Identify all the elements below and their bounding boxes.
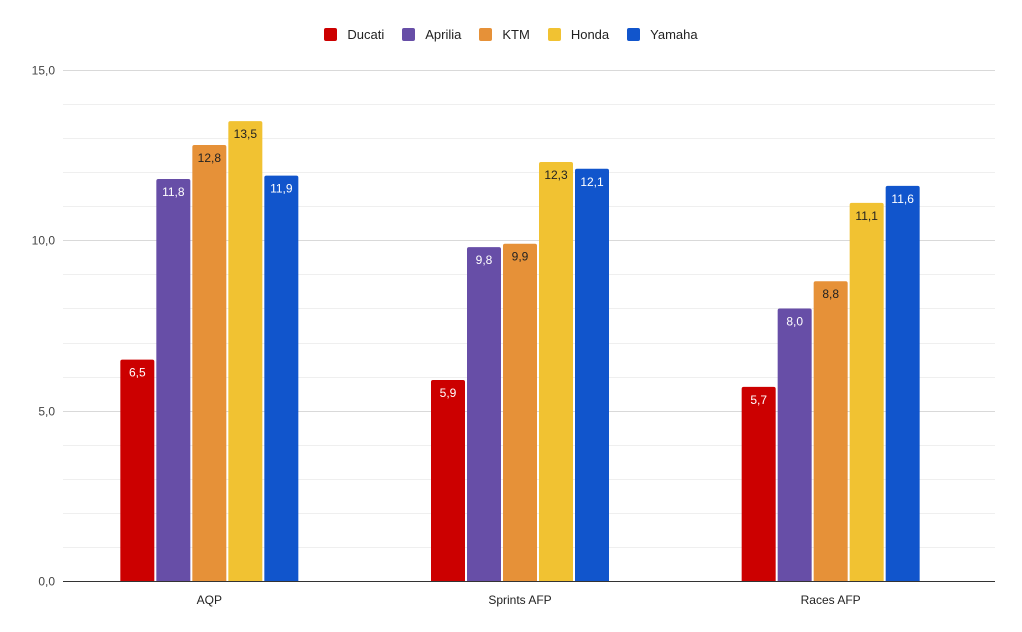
y-tick-label: 15,0: [32, 64, 56, 78]
legend-item-honda[interactable]: Honda: [547, 27, 610, 42]
legend-label: KTM: [502, 27, 530, 42]
bar-honda: [539, 161, 573, 582]
legend-swatch: [479, 28, 493, 41]
bar-ktm: [192, 144, 227, 582]
data-label: 8,0: [786, 314, 803, 328]
data-label: 9,8: [476, 253, 493, 267]
legend-item-ducati[interactable]: Ducati: [324, 27, 384, 42]
x-tick-label: AQP: [197, 593, 222, 607]
bar-honda: [849, 202, 884, 582]
x-tick-label: Races AFP: [801, 593, 861, 607]
data-label: 12,1: [580, 175, 604, 189]
bar-ktm: [503, 243, 537, 582]
data-label: 12,8: [198, 151, 222, 165]
data-label: 13,5: [234, 127, 258, 141]
legend-item-aprilia[interactable]: Aprilia: [402, 27, 461, 42]
legend-swatch: [324, 28, 338, 41]
data-label: 6,5: [129, 366, 146, 380]
bar-ktm: [813, 281, 848, 581]
bar-honda: [228, 121, 263, 581]
legend-label: Aprilia: [425, 27, 462, 42]
data-label: 11,1: [855, 209, 878, 223]
y-tick-label: 5,0: [38, 405, 55, 419]
bar-yamaha: [575, 168, 609, 581]
bar-aprilia: [467, 247, 501, 581]
bar-ducati: [120, 359, 155, 581]
legend: Ducati Aprilia KTM Honda Yamaha: [0, 27, 1022, 42]
data-label: 5,7: [750, 393, 767, 407]
data-label: 9,9: [512, 250, 529, 264]
data-label: 12,3: [544, 168, 568, 182]
legend-item-yamaha[interactable]: Yamaha: [627, 27, 698, 42]
legend-label: Honda: [570, 27, 610, 42]
bar-aprilia: [156, 179, 191, 581]
legend-item-ktm[interactable]: KTM: [479, 27, 530, 42]
bar-yamaha: [885, 185, 920, 581]
bar-yamaha: [264, 175, 299, 581]
legend-swatch: [627, 28, 641, 41]
bar-aprilia: [777, 308, 812, 581]
bar-ducati: [431, 380, 465, 581]
data-label: 5,9: [440, 386, 457, 400]
y-tick-label: 0,0: [38, 575, 55, 589]
data-label: 11,8: [162, 185, 185, 199]
legend-swatch: [402, 28, 416, 41]
data-label: 11,6: [891, 192, 914, 206]
legend-swatch: [547, 28, 561, 41]
data-label: 8,8: [822, 287, 839, 301]
x-tick-label: Sprints AFP: [488, 593, 551, 607]
y-tick-label: 10,0: [32, 234, 56, 248]
legend-label: Ducati: [347, 27, 385, 42]
legend-label: Yamaha: [650, 27, 698, 42]
bar-ducati: [741, 386, 776, 581]
data-label: 11,9: [270, 182, 293, 196]
